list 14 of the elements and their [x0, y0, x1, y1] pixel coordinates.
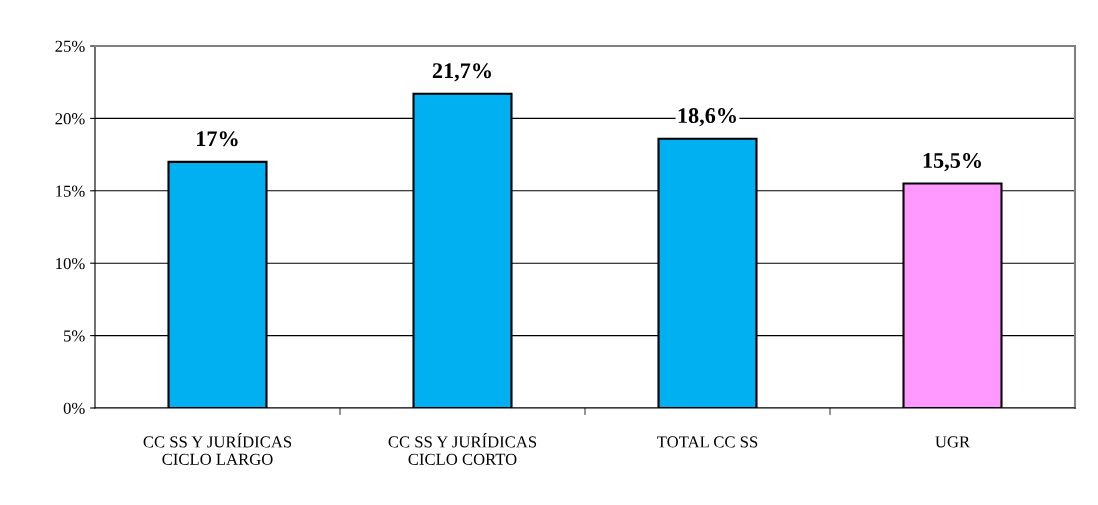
x-tick-label: CC SS Y JURÍDICAS CICLO CORTO: [388, 433, 537, 465]
data-label: 15,5%: [923, 152, 981, 172]
x-tick-label: UGR: [935, 436, 971, 448]
x-tick-label: CC SS Y JURÍDICAS CICLO LARGO: [143, 433, 292, 465]
y-tick-label: 20%: [55, 113, 85, 125]
y-tick-label: 15%: [56, 185, 85, 197]
data-label: 17%: [197, 131, 238, 147]
data-label: 18,6%: [678, 108, 736, 127]
y-tick-label: 0%: [63, 402, 85, 414]
x-tick-label: TOTAL CC SS: [657, 436, 758, 448]
y-tick-label: 10%: [56, 257, 85, 270]
y-tick-label: 5%: [64, 330, 85, 342]
y-tick-label: 25%: [55, 40, 85, 52]
data-label: 21,7%: [432, 63, 491, 82]
